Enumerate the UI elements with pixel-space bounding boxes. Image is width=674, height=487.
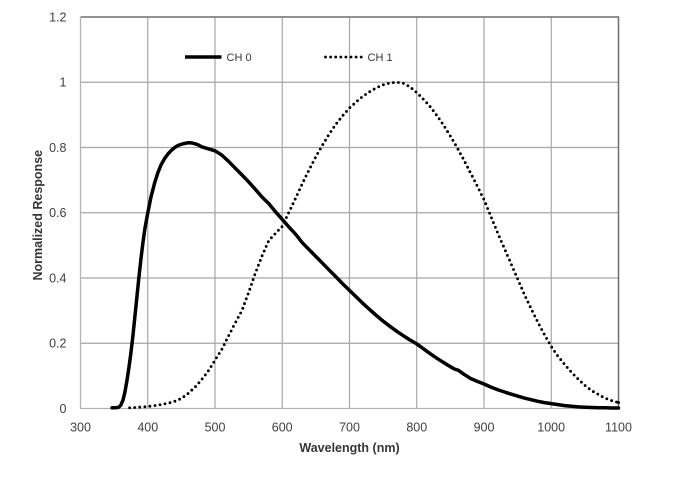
svg-text:0.2: 0.2 — [49, 337, 66, 351]
svg-text:CH 0: CH 0 — [227, 52, 252, 64]
svg-text:700: 700 — [339, 421, 360, 435]
svg-text:500: 500 — [205, 421, 226, 435]
svg-text:0.8: 0.8 — [49, 141, 66, 155]
svg-text:0.6: 0.6 — [49, 206, 66, 220]
svg-text:CH 1: CH 1 — [368, 52, 393, 64]
svg-text:1000: 1000 — [537, 421, 565, 435]
svg-text:1.2: 1.2 — [49, 10, 66, 24]
svg-text:Normalized Response: Normalized Response — [31, 150, 45, 281]
svg-text:0.4: 0.4 — [49, 271, 66, 285]
svg-text:800: 800 — [406, 421, 427, 435]
svg-text:Wavelength (nm): Wavelength (nm) — [299, 441, 399, 455]
svg-text:400: 400 — [137, 421, 158, 435]
svg-text:0: 0 — [60, 402, 67, 416]
svg-text:900: 900 — [474, 421, 495, 435]
svg-text:1100: 1100 — [605, 421, 632, 435]
svg-text:1: 1 — [60, 76, 67, 90]
svg-text:600: 600 — [272, 421, 293, 435]
svg-text:300: 300 — [70, 421, 91, 435]
